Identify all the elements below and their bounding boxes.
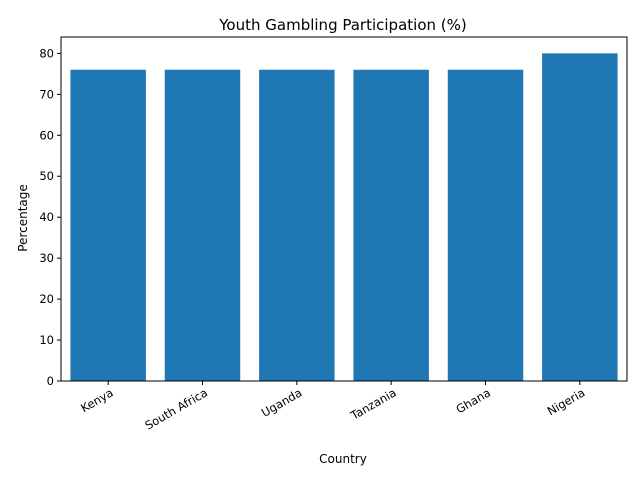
y-tick-label: 40 [39, 210, 54, 224]
bar-south-africa [164, 69, 241, 381]
y-axis-label: Percentage [16, 184, 30, 252]
bar-kenya [70, 69, 146, 381]
chart-title: Youth Gambling Participation (%) [218, 16, 466, 34]
bar-tanzania [353, 69, 429, 381]
y-tick-label: 20 [39, 292, 54, 306]
y-tick-label: 30 [39, 251, 54, 265]
bar-uganda [259, 69, 335, 381]
y-axis-ticks: 0 10 20 30 40 50 60 70 80 [39, 46, 61, 388]
x-axis-label: Country [319, 452, 367, 466]
y-tick-label: 0 [47, 374, 54, 388]
y-tick-label: 60 [39, 128, 54, 142]
y-tick-label: 80 [39, 46, 54, 60]
bars-group [70, 53, 618, 381]
y-tick-label: 10 [39, 333, 54, 347]
y-tick-label: 50 [39, 169, 54, 183]
plot-frame [60, 36, 628, 382]
y-tick-label: 70 [39, 87, 54, 101]
bar-nigeria [542, 53, 618, 381]
bar-ghana [447, 69, 524, 381]
